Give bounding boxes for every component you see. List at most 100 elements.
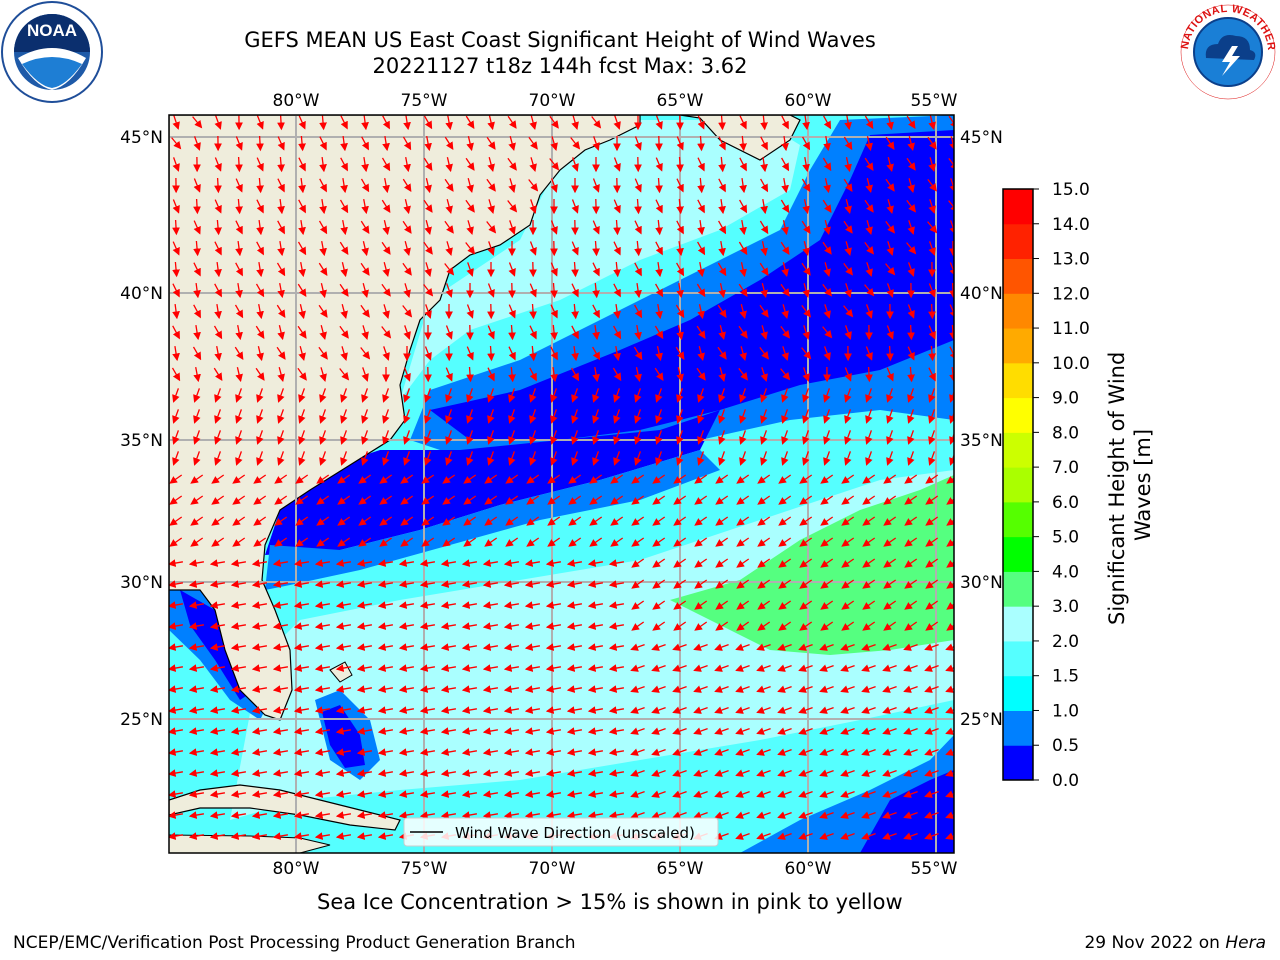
direction-arrow (798, 643, 813, 651)
direction-arrow (337, 474, 351, 484)
direction-arrow (398, 643, 415, 651)
direction-arrow (566, 580, 583, 588)
direction-arrow (274, 474, 288, 484)
direction-arrow (718, 388, 726, 403)
direction-arrow (256, 199, 264, 214)
direction-arrow (295, 516, 309, 526)
band-green-max (670, 475, 954, 655)
direction-arrow (865, 346, 873, 361)
direction-arrow (613, 261, 621, 278)
band-bahamas-deep (322, 705, 365, 768)
direction-arrow (652, 579, 666, 589)
colorbar-tick-label: 6.0 (1052, 493, 1079, 513)
direction-arrow (484, 537, 498, 547)
direction-arrow (256, 135, 264, 152)
direction-arrow (928, 199, 936, 214)
direction-arrow (778, 600, 792, 610)
direction-arrow (358, 537, 372, 547)
direction-arrow (403, 325, 411, 340)
direction-arrow (907, 220, 915, 235)
direction-arrow (882, 643, 897, 651)
colorbar-title-line2: Waves [m] (1131, 429, 1155, 541)
direction-arrow (949, 346, 954, 361)
direction-arrow (802, 115, 810, 131)
direction-arrow (928, 345, 936, 362)
direction-arrow (781, 430, 789, 445)
lon-label-bottom-60w: 60°W (785, 859, 832, 879)
direction-arrow (298, 388, 306, 403)
direction-arrow (715, 537, 729, 547)
direction-arrow (673, 537, 687, 547)
direction-arrow (298, 304, 306, 320)
lon-label-top-80w: 80°W (273, 91, 320, 111)
direction-arrow (253, 516, 267, 526)
direction-arrow (718, 451, 726, 466)
direction-arrow (508, 304, 516, 319)
direction-arrow (568, 495, 582, 505)
direction-arrow (613, 388, 621, 403)
direction-arrow (925, 579, 939, 589)
direction-arrow (799, 474, 813, 484)
direction-arrow (735, 664, 750, 672)
direction-arrow (907, 451, 915, 466)
direction-arrow (255, 367, 265, 381)
direction-arrow (781, 304, 789, 319)
direction-arrow (214, 283, 222, 298)
direction-arrow (550, 388, 558, 403)
direction-arrow (235, 262, 243, 277)
direction-arrow (526, 516, 540, 526)
direction-arrow (841, 474, 855, 484)
direction-arrow (928, 157, 936, 172)
direction-arrow (655, 177, 663, 194)
direction-arrow (255, 325, 265, 340)
direction-arrow (676, 451, 684, 466)
colorbar-segment (1003, 397, 1033, 433)
nws-logo: NATIONAL WEATHER SERVICE (1176, 0, 1278, 102)
direction-arrow (381, 157, 391, 172)
direction-arrow (820, 516, 834, 526)
direction-arrow (592, 262, 600, 277)
direction-arrow (382, 304, 390, 319)
direction-arrow (319, 240, 327, 257)
direction-arrow (799, 600, 813, 610)
direction-arrow (361, 367, 369, 382)
direction-arrow (697, 135, 705, 152)
direction-arrow (760, 136, 768, 151)
direction-arrow (382, 135, 390, 152)
lon-label-top-60w: 60°W (785, 91, 832, 111)
direction-arrow (214, 115, 222, 130)
direction-arrow (949, 178, 954, 193)
direction-arrow (613, 409, 621, 424)
direction-arrow (718, 136, 726, 151)
direction-arrow (864, 242, 874, 255)
direction-arrow (487, 115, 495, 131)
direction-arrow (424, 135, 432, 152)
direction-arrow (318, 346, 328, 360)
direction-arrow (529, 409, 537, 424)
direction-arrow (424, 430, 432, 445)
direction-arrow (820, 495, 834, 505)
direction-arrow (757, 621, 771, 631)
direction-arrow (634, 198, 642, 215)
direction-arrow (925, 621, 939, 631)
direction-arrow (886, 367, 894, 382)
direction-arrow (466, 136, 474, 152)
direction-arrow (589, 516, 603, 526)
direction-arrow (694, 474, 708, 484)
colorbar-tick-label: 3.0 (1052, 597, 1079, 617)
lon-label-bottom-55w: 55°W (911, 859, 958, 879)
direction-arrow (841, 579, 855, 589)
direction-arrow (482, 622, 499, 630)
direction-arrow (718, 199, 726, 215)
direction-arrow (696, 283, 706, 298)
direction-arrow (865, 451, 873, 466)
direction-arrow (442, 474, 456, 484)
direction-arrow (676, 156, 684, 173)
direction-arrow (759, 347, 769, 360)
direction-arrow (844, 430, 852, 445)
direction-arrow (318, 304, 328, 318)
direction-arrow (172, 325, 180, 340)
direction-arrow (592, 304, 600, 319)
direction-arrow (907, 409, 915, 424)
direction-arrow (444, 220, 454, 234)
